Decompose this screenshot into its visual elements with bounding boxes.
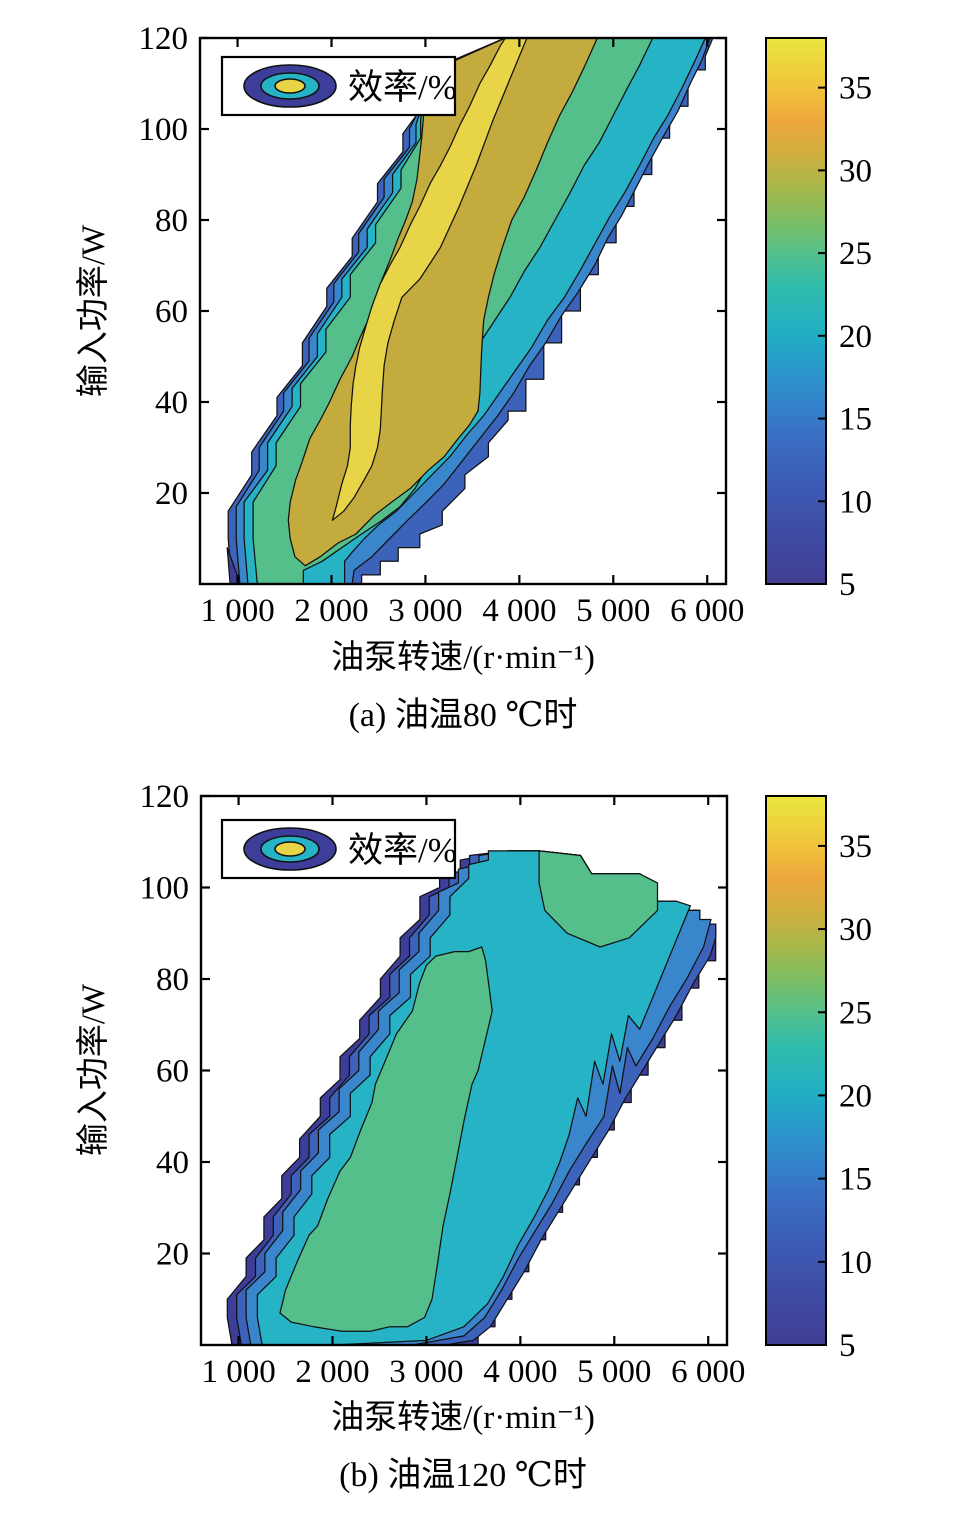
y-tick-label: 80 — [155, 203, 188, 239]
y-tick-label: 100 — [139, 112, 189, 148]
y-tick-label: 60 — [155, 294, 188, 330]
colorbar-tick-label: 20 — [839, 319, 872, 355]
colorbar-tick-label: 15 — [839, 1162, 872, 1198]
legend-contour-ellipse-yellow — [274, 841, 306, 857]
x-tick-label: 1 000 — [201, 1354, 275, 1390]
colorbar-tick-label: 35 — [839, 829, 872, 865]
y-tick-label: 40 — [155, 385, 188, 421]
colorbar — [765, 795, 827, 1346]
colorbar-tick-label: 15 — [839, 402, 872, 438]
y-tick-label: 100 — [140, 871, 190, 907]
y-tick-label: 120 — [139, 21, 189, 57]
x-tick-label: 5 000 — [577, 1354, 651, 1390]
colorbar-tick-label: 30 — [839, 153, 872, 189]
y-tick-label: 80 — [156, 962, 189, 998]
x-axis-label: 油泵转速/(r·min⁻¹) — [331, 1399, 595, 1436]
generated-plot-a: 1 000 2 000 3 000 4 000 5 000 6 000 20 40 60 80 10… — [139, 21, 873, 629]
generated-plot-b: 1 000 2 000 3 000 4 000 5 000 6 000 20 40 60 80 10… — [140, 779, 873, 1390]
colorbar-tick-label: 30 — [839, 912, 872, 948]
colorbar-tick-label: 10 — [839, 484, 872, 520]
colorbar-tick-label: 5 — [839, 567, 856, 603]
colorbar-tick-label: 25 — [839, 236, 872, 272]
contour-region-band-ge-25-spine — [279, 946, 493, 1332]
legend-contour-ellipse-yellow — [274, 78, 306, 94]
legend-label: 效率/% — [348, 831, 457, 870]
colorbar-tick-label: 5 — [839, 1328, 856, 1364]
x-tick-label: 3 000 — [389, 1354, 463, 1390]
y-tick-label: 120 — [140, 779, 190, 815]
caption: (a) 油温80 ℃时 — [349, 696, 578, 734]
y-tick-label: 20 — [155, 476, 188, 512]
y-tick-label: 60 — [156, 1054, 189, 1090]
legend-label: 效率/% — [348, 68, 457, 107]
y-tick-label: 20 — [156, 1237, 189, 1273]
x-axis-label: 油泵转速/(r·min⁻¹) — [331, 639, 595, 676]
caption: (b) 油温120 ℃时 — [339, 1456, 587, 1494]
x-tick-label: 6 000 — [671, 1354, 745, 1390]
contour-chart-b: 1 000 2 000 3 000 4 000 5 000 6 000 20 40 60 80 10… — [75, 779, 873, 1494]
x-tick-label: 2 000 — [294, 593, 368, 629]
colorbar-tick-label: 25 — [839, 995, 872, 1031]
contour-chart-a: 1 000 2 000 3 000 4 000 5 000 6 000 20 40 60 80 10… — [75, 21, 873, 734]
x-tick-label: 5 000 — [576, 593, 650, 629]
y-axis-label: 输入功率/W — [75, 224, 112, 397]
x-tick-label: 4 000 — [483, 1354, 557, 1390]
y-tick-label: 40 — [156, 1145, 189, 1181]
x-tick-label: 4 000 — [482, 593, 556, 629]
colorbar-tick-label: 10 — [839, 1245, 872, 1281]
colorbar-tick-label: 20 — [839, 1078, 872, 1114]
y-axis-label: 输入功率/W — [75, 983, 112, 1156]
colorbar — [765, 37, 827, 585]
x-tick-label: 3 000 — [388, 593, 462, 629]
colorbar-tick-label: 35 — [839, 71, 872, 107]
x-tick-label: 6 000 — [670, 593, 744, 629]
x-tick-label: 2 000 — [295, 1354, 369, 1390]
contour-region-band-ge-35 — [331, 37, 528, 521]
x-tick-label: 1 000 — [200, 593, 274, 629]
contour-region-band-ge-25-blob — [538, 850, 659, 948]
